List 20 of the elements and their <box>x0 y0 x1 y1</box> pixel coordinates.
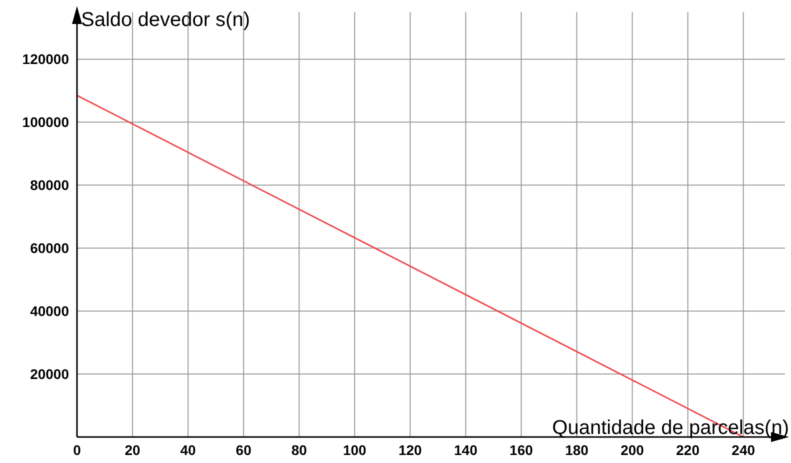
x-tick-label: 100 <box>342 442 367 458</box>
x-tick-label: 0 <box>73 442 82 458</box>
y-tick-label: 20000 <box>30 366 70 382</box>
y-tick-label: 120000 <box>22 51 70 68</box>
x-tick-label: 220 <box>676 442 700 458</box>
x-tick-label: 240 <box>732 442 756 458</box>
x-tick-label: 160 <box>510 442 534 458</box>
x-tick-label: 200 <box>620 442 644 458</box>
y-tick-label: 100000 <box>22 114 70 130</box>
y-tick-label: 60000 <box>30 240 70 256</box>
x-tick-label: 20 <box>124 442 141 458</box>
x-tick-label: 60 <box>236 442 252 458</box>
x-tick-label: 40 <box>180 442 196 458</box>
x-tick-label: 180 <box>565 442 589 458</box>
x-tick-label: 80 <box>291 442 308 458</box>
y-axis-title: Saldo devedor s(n) <box>81 9 250 31</box>
x-tick-label: 140 <box>454 442 478 458</box>
y-tick-label: 40000 <box>30 303 70 320</box>
y-tick-label: 80000 <box>30 177 70 194</box>
x-tick-label: 120 <box>398 442 422 458</box>
